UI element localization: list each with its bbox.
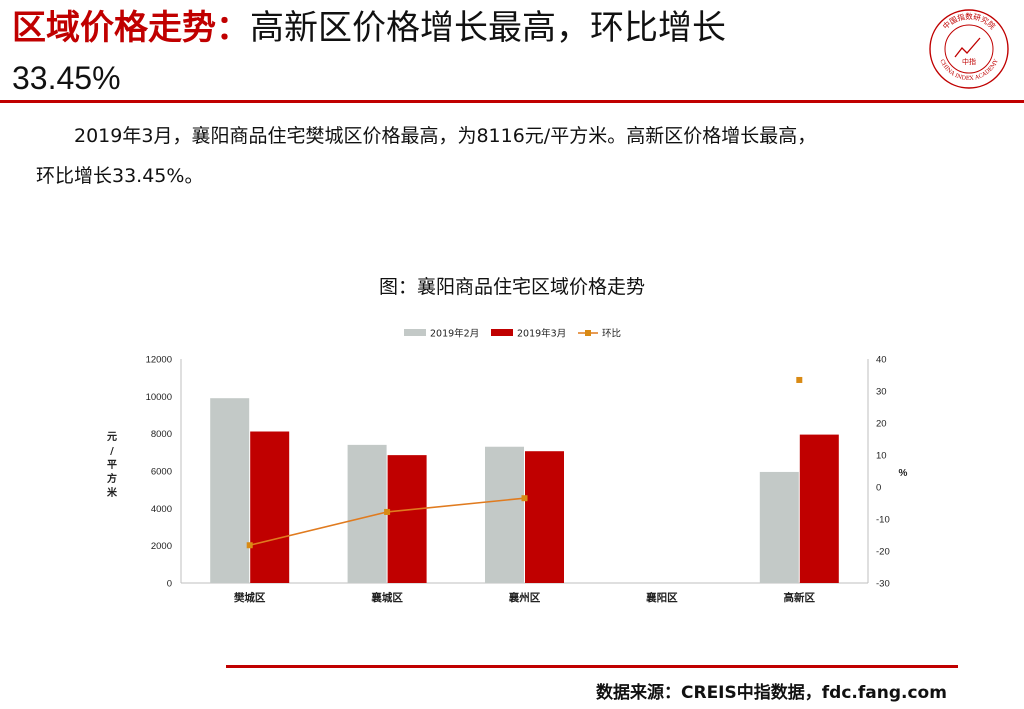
y2-tick-label: 30 [876, 387, 887, 398]
bar-mar [799, 434, 839, 583]
legend-swatch [491, 329, 513, 336]
legend-marker [585, 330, 591, 336]
y-tick-label: 10000 [146, 392, 172, 403]
logo-top-text: 中国指数研究院 [940, 11, 998, 31]
y-tick-label: 12000 [146, 355, 172, 366]
legend-label: 2019年2月 [430, 328, 479, 340]
x-tick-label: 襄城区 [370, 591, 403, 604]
mom-point [796, 376, 803, 383]
y-tick-label: 8000 [151, 429, 172, 440]
y-axis-title-char: 方 [107, 472, 117, 485]
bar-mar [250, 431, 290, 583]
title-highlight: 区域价格走势： [12, 8, 250, 48]
chart-title: 图：襄阳商品住宅区域价格走势 [378, 276, 645, 298]
y2-tick-label: 10 [876, 451, 887, 462]
header-divider [0, 100, 1024, 103]
mom-point [246, 542, 253, 549]
summary-paragraph: 2019年3月，襄阳商品住宅樊城区价格最高，为8116元/平方米。高新区价格增长… [36, 116, 998, 196]
y2-axis-title: % [899, 468, 908, 479]
mom-point [521, 495, 528, 502]
y2-tick-label: 20 [876, 419, 887, 430]
y-tick-label: 0 [167, 579, 172, 590]
y-axis-title-char: 元 [107, 431, 117, 443]
footer-divider [226, 665, 958, 668]
y2-tick-label: 40 [876, 355, 887, 366]
x-tick-label: 高新区 [784, 591, 816, 604]
y2-tick-label: -30 [876, 579, 890, 590]
title-percentage: 33.45% [12, 60, 121, 96]
y-axis-title-char: 米 [107, 486, 118, 499]
logo-center-text: 中指 [962, 57, 976, 66]
y-tick-label: 2000 [151, 541, 172, 552]
y-tick-label: 4000 [151, 504, 172, 515]
svg-text:中国指数研究院: 中国指数研究院 [940, 11, 998, 31]
y2-tick-label: -10 [876, 515, 890, 526]
legend-label: 环比 [602, 328, 621, 340]
price-trend-chart: 0 2000 4000 6000 8000 10000 12000 -30 -20 -10 0 10 2… [107, 328, 908, 605]
page-title: 区域价格走势：高新区价格增长最高，环比增长 [12, 6, 912, 50]
bar-feb [485, 446, 524, 583]
bar-mar [525, 451, 564, 583]
y-tick-label: 6000 [151, 467, 172, 478]
bar-feb [759, 471, 799, 583]
x-tick-label: 襄州区 [508, 591, 541, 604]
y-axis-title-char: / [110, 446, 114, 457]
legend-label: 2019年3月 [517, 328, 566, 340]
y2-tick-label: -20 [876, 547, 890, 558]
mom-line [249, 497, 525, 547]
summary-line-2: 环比增长33.45%。 [36, 165, 204, 187]
china-index-academy-logo-icon: 中国指数研究院 CHINA INDEX ACADEMY 中指 [929, 9, 1009, 89]
data-source: 数据来源：CREIS中指数据，fdc.fang.com [596, 683, 947, 703]
summary-line-1: 2019年3月，襄阳商品住宅樊城区价格最高，为8116元/平方米。高新区价格增长… [74, 125, 817, 147]
legend-swatch [404, 329, 426, 336]
y2-tick-label: 0 [876, 483, 881, 494]
mom-point [384, 508, 391, 515]
bar-mar [387, 455, 427, 583]
y-axis-title-char: 平 [107, 459, 117, 471]
x-tick-label: 襄阳区 [645, 591, 678, 604]
x-tick-label: 樊城区 [234, 591, 266, 604]
title-main: 高新区价格增长最高，环比增长 [250, 8, 726, 48]
bar-feb [210, 398, 250, 583]
